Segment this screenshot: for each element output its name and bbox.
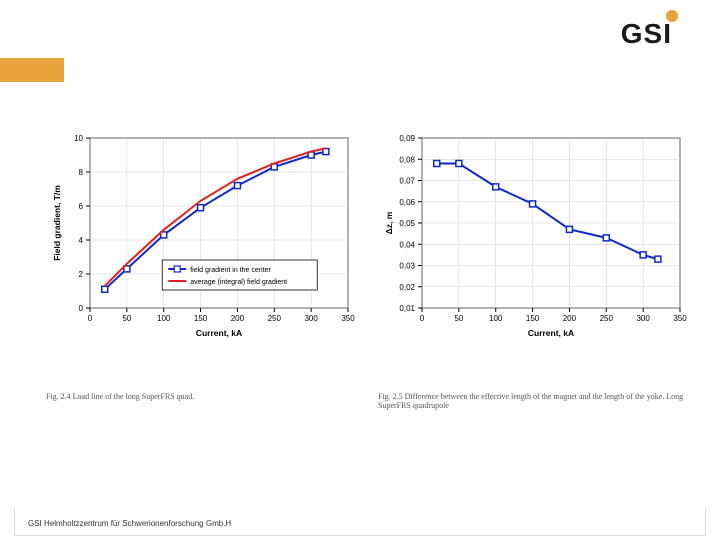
svg-text:2: 2	[79, 270, 84, 279]
svg-text:Current, kA: Current, kA	[196, 328, 242, 338]
svg-text:50: 50	[122, 314, 131, 323]
svg-text:8: 8	[79, 168, 84, 177]
svg-text:0,09: 0,09	[399, 134, 415, 143]
svg-text:250: 250	[268, 314, 282, 323]
logo-text: GSI	[621, 18, 672, 50]
svg-text:300: 300	[636, 314, 650, 323]
svg-text:0,06: 0,06	[399, 198, 415, 207]
left-chart: 0 50 100 150 200 250 300 350 0 2 4 6 8 10 Current, kA F…	[46, 130, 360, 410]
svg-text:Current, kA: Current, kA	[528, 328, 574, 338]
svg-text:0: 0	[88, 314, 93, 323]
left-chart-svg: 0 50 100 150 200 250 300 350 0 2 4 6 8 10 Current, kA F…	[46, 130, 360, 340]
svg-text:Δz, m: Δz, m	[384, 211, 394, 234]
svg-text:Field gradient, T/m: Field gradient, T/m	[52, 185, 62, 261]
svg-text:0,08: 0,08	[399, 155, 415, 164]
right-chart-caption: Fig. 2.5 Difference between the effectiv…	[378, 392, 692, 410]
accent-bar	[0, 58, 64, 82]
svg-text:150: 150	[194, 314, 208, 323]
footer-text: GSI Helmholtzzentrum für Schwerionenfors…	[28, 519, 231, 528]
svg-text:10: 10	[74, 134, 83, 143]
svg-text:0,07: 0,07	[399, 177, 415, 186]
svg-text:6: 6	[79, 202, 84, 211]
svg-text:0: 0	[79, 304, 84, 313]
svg-text:150: 150	[526, 314, 540, 323]
right-chart-svg: 0 50 100 150 200 250 300 350 0,01 0,02 0,03 0,04 0,0…	[378, 130, 692, 340]
right-chart: 0 50 100 150 200 250 300 350 0,01 0,02 0,03 0,04 0,0…	[378, 130, 692, 410]
svg-text:100: 100	[489, 314, 503, 323]
svg-text:50: 50	[454, 314, 463, 323]
svg-text:350: 350	[341, 314, 355, 323]
svg-text:0,05: 0,05	[399, 219, 415, 228]
svg-text:200: 200	[563, 314, 577, 323]
left-chart-caption: Fig. 2.4 Load line of the long SuperFRS …	[46, 392, 360, 401]
svg-text:100: 100	[157, 314, 171, 323]
svg-text:average (integral) field gradi: average (integral) field gradient	[190, 279, 287, 286]
svg-text:200: 200	[231, 314, 245, 323]
svg-text:350: 350	[673, 314, 687, 323]
svg-text:field gradient in the center: field gradient in the center	[190, 267, 271, 274]
svg-text:0,02: 0,02	[399, 283, 415, 292]
svg-text:0,03: 0,03	[399, 262, 415, 271]
svg-text:250: 250	[600, 314, 614, 323]
svg-text:300: 300	[304, 314, 318, 323]
svg-text:0: 0	[420, 314, 425, 323]
gsi-logo: GSI	[621, 18, 692, 50]
svg-text:0,01: 0,01	[399, 304, 415, 313]
svg-text:4: 4	[79, 236, 84, 245]
charts-container: 0 50 100 150 200 250 300 350 0 2 4 6 8 10 Current, kA F…	[46, 130, 692, 410]
logo-dot-icon	[666, 10, 678, 22]
svg-text:0,04: 0,04	[399, 240, 415, 249]
